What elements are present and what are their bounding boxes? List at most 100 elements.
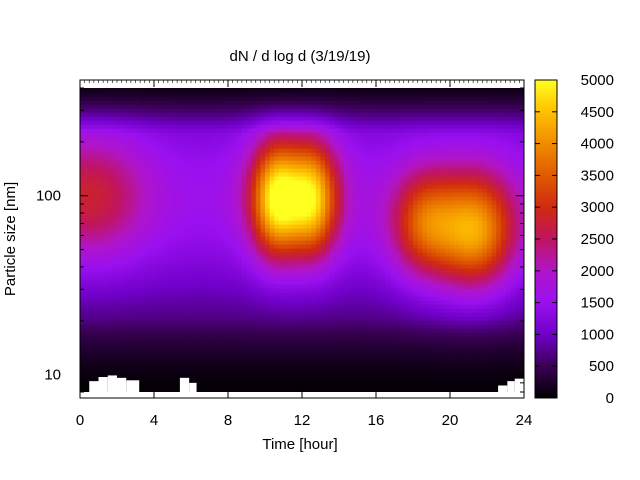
heatmap-cell: [112, 260, 118, 265]
heatmap-cell: [255, 216, 261, 221]
heatmap-cell: [177, 224, 183, 229]
heatmap-cell: [98, 256, 104, 261]
heatmap-cell: [177, 108, 183, 113]
heatmap-cell: [195, 320, 201, 325]
heatmap-cell: [334, 308, 340, 313]
heatmap-cell: [288, 372, 294, 377]
heatmap-cell: [302, 268, 308, 273]
heatmap-cell: [362, 352, 368, 357]
heatmap-cell: [195, 340, 201, 345]
heatmap-cell: [274, 316, 280, 321]
heatmap-cell: [288, 160, 294, 165]
heatmap-cell: [167, 292, 174, 297]
heatmap-cell: [121, 324, 127, 329]
heatmap-cell: [223, 212, 229, 217]
heatmap-cell: [117, 208, 123, 213]
heatmap-cell: [320, 148, 326, 153]
heatmap-cell: [357, 168, 363, 173]
heatmap-cell: [103, 332, 109, 337]
heatmap-cell: [255, 364, 261, 369]
heatmap-cell: [228, 348, 234, 353]
heatmap-cell: [241, 252, 248, 257]
heatmap-cell: [209, 92, 215, 97]
heatmap-cell: [352, 140, 359, 145]
heatmap-cell: [320, 220, 326, 225]
heatmap-cell: [302, 364, 308, 369]
heatmap-cell: [265, 172, 271, 177]
heatmap-cell: [339, 140, 345, 145]
heatmap-cell: [274, 324, 280, 329]
heatmap-cell: [130, 216, 137, 221]
heatmap-cell: [80, 132, 86, 137]
heatmap-cell: [80, 280, 86, 285]
heatmap-cell: [278, 128, 285, 133]
heatmap-cell: [117, 112, 123, 117]
heatmap-cell: [325, 152, 331, 157]
heatmap-cell: [232, 340, 238, 345]
heatmap-cell: [181, 156, 187, 161]
heatmap-cell: [135, 100, 141, 105]
heatmap-cell: [278, 212, 285, 217]
heatmap-cell: [380, 260, 386, 265]
heatmap-cell: [80, 340, 86, 345]
heatmap-cell: [214, 260, 220, 265]
heatmap-cell: [311, 284, 317, 289]
heatmap-cell: [320, 184, 326, 189]
heatmap-cell: [265, 140, 271, 145]
heatmap-cell: [315, 176, 322, 181]
heatmap-cell: [288, 144, 294, 149]
heatmap-cell: [246, 344, 252, 349]
heatmap-cell: [232, 100, 238, 105]
heatmap-cell: [98, 348, 104, 353]
heatmap-cell: [246, 152, 252, 157]
heatmap-cell: [204, 216, 211, 221]
heatmap-cell: [306, 300, 312, 305]
heatmap-cell: [163, 172, 169, 177]
heatmap-cell: [251, 144, 257, 149]
chart-title: dN / d log d (3/19/19): [230, 48, 371, 65]
heatmap-cell: [283, 216, 289, 221]
heatmap-cell: [107, 352, 113, 357]
heatmap-cell: [121, 176, 127, 181]
heatmap-cell: [154, 220, 160, 225]
heatmap-cell: [237, 316, 243, 321]
heatmap-cell: [237, 360, 243, 365]
heatmap-cell: [260, 204, 266, 209]
heatmap-cell: [362, 284, 368, 289]
heatmap-cell: [214, 172, 220, 177]
heatmap-cell: [200, 220, 206, 225]
heatmap-cell: [274, 204, 280, 209]
heatmap-cell: [339, 384, 345, 389]
heatmap-cell: [311, 164, 317, 169]
heatmap-cell: [278, 156, 285, 161]
heatmap-cell: [352, 296, 359, 301]
heatmap-cell: [269, 356, 275, 361]
heatmap-cell: [117, 120, 123, 125]
heatmap-cell: [89, 376, 95, 381]
heatmap-cell: [228, 124, 234, 129]
heatmap-cell: [343, 336, 349, 341]
heatmap-cell: [98, 128, 104, 133]
heatmap-cell: [306, 120, 312, 125]
heatmap-cell: [223, 380, 229, 385]
heatmap-cell: [103, 252, 109, 257]
heatmap-cell: [325, 104, 331, 109]
heatmap-cell: [163, 368, 169, 373]
heatmap-cell: [376, 164, 382, 169]
heatmap-cell: [149, 156, 155, 161]
heatmap-cell: [255, 324, 261, 329]
heatmap-cell: [357, 268, 363, 273]
heatmap-cell: [191, 332, 197, 337]
heatmap-cell: [121, 352, 127, 357]
heatmap-cell: [311, 180, 317, 185]
heatmap-cell: [103, 196, 109, 201]
heatmap-cell: [107, 128, 113, 133]
heatmap-cell: [329, 196, 335, 201]
heatmap-cell: [380, 280, 386, 285]
heatmap-cell: [209, 164, 215, 169]
heatmap-cell: [149, 296, 155, 301]
heatmap-cell: [214, 124, 220, 129]
heatmap-cell: [149, 336, 155, 341]
heatmap-cell: [126, 224, 132, 229]
heatmap-cell: [172, 364, 178, 369]
